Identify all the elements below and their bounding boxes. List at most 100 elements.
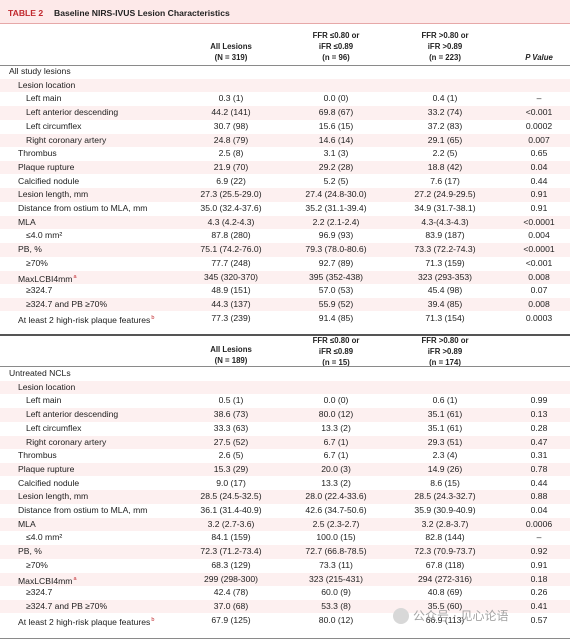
cell-ffr-low: 0.0 (0) (323, 93, 349, 104)
cell-ffr-high: 35.1 (61) (427, 422, 463, 433)
table-row: Lesion length, mm 28.5 (24.5-32.5) 28.0 (2… (0, 490, 570, 504)
cell-ffr-high: 45.4 (98) (427, 285, 463, 296)
table-row: MaxLCBI4mma 299 (298-300) 323 (215-431) 294… (0, 572, 570, 586)
cell-ffr-high: 28.5 (24.3-32.7) (414, 491, 476, 502)
cell-all-lesions: 33.3 (63) (213, 422, 249, 433)
table-row: ≤4.0 mm² 84.1 (159) 100.0 (15) 82.8 (144) – (0, 531, 570, 545)
table-row: Lesion location (0, 78, 570, 93)
cell-ffr-low: 0.0 (0) (323, 395, 349, 406)
cell-ffr-low: 60.0 (9) (321, 587, 351, 598)
cell-ffr-high: 33.2 (74) (427, 107, 463, 118)
table-row: MLA 3.2 (2.7-3.6) 2.5 (2.3-2.7) 3.2 (2.8-3.… (0, 517, 570, 532)
table-row: MaxLCBI4mma 345 (320-370) 395 (352-438) 323… (0, 270, 570, 284)
cell-ffr-low: 92.7 (89) (318, 257, 354, 268)
cell-all-lesions: 24.8 (79) (213, 134, 249, 145)
row-label: Plaque rupture (18, 463, 74, 477)
cell-all-lesions: 87.8 (280) (211, 230, 251, 241)
cell-ffr-low: 91.4 (85) (318, 312, 354, 323)
cell-p-value: 0.0002 (525, 120, 553, 131)
cell-ffr-high: 34.9 (31.7-38.1) (414, 203, 476, 213)
row-label-text: Left main (26, 395, 62, 406)
col-header-ffr-low: FFR ≤0.80 or iFR ≤0.89 (n = 96) (312, 31, 360, 62)
row-label: At least 2 high-risk plaque featuresb (18, 614, 154, 630)
cell-all-lesions: 35.0 (32.4-37.6) (200, 203, 262, 213)
row-label-text: Thrombus (18, 450, 57, 461)
column-header-1: All Lesions (N = 319) FFR ≤0.80 or iFR ≤… (0, 26, 570, 64)
cell-ffr-high: 3.2 (2.8-3.7) (421, 518, 469, 529)
row-label: Lesion length, mm (18, 188, 88, 202)
cell-ffr-high: 0.6 (1) (432, 395, 458, 406)
cell-ffr-low: 29.2 (28) (318, 161, 354, 172)
cell-all-lesions: 2.6 (5) (218, 450, 244, 461)
cell-all-lesions: 68.3 (129) (211, 559, 251, 570)
wechat-icon (393, 608, 409, 624)
cell-ffr-high: 40.8 (69) (427, 587, 463, 598)
row-label: ≥324.7 (26, 586, 52, 600)
table-row: Thrombus 2.5 (8) 3.1 (3) 2.2 (5) 0.65 (0, 147, 570, 161)
row-label-text: Left main (26, 93, 62, 104)
cell-p-value: 0.57 (530, 614, 548, 625)
cell-all-lesions: 77.7 (248) (211, 257, 251, 268)
table-row: Left anterior descending 44.2 (141) 69.8 (… (0, 106, 570, 120)
cell-p-value: 0.31 (530, 450, 548, 461)
table-row: Distance from ostium to MLA, mm 35.0 (32.… (0, 202, 570, 216)
row-label-text: ≤4.0 mm² (26, 532, 63, 543)
cell-ffr-high: 18.8 (42) (427, 161, 463, 172)
row-label: MLA (18, 216, 36, 230)
cell-ffr-high: 27.2 (24.9-29.5) (414, 189, 476, 200)
row-label: Distance from ostium to MLA, mm (18, 504, 147, 518)
cell-ffr-high: 2.3 (4) (432, 450, 458, 461)
cell-p-value: – (536, 93, 542, 104)
cell-ffr-high: 73.3 (72.2-74.3) (414, 244, 476, 255)
cell-ffr-low: 13.3 (2) (321, 422, 351, 433)
cell-ffr-high: 35.5 (60) (427, 600, 463, 611)
row-label: Left circumflex (26, 120, 81, 134)
col-header-ffr-high: FFR >0.80 or iFR >0.89 (n = 223) (421, 31, 469, 62)
cell-all-lesions: 75.1 (74.2-76.0) (200, 244, 262, 255)
table-row: Thrombus 2.6 (5) 6.7 (1) 2.3 (4) 0.31 (0, 449, 570, 463)
cell-ffr-high: 72.3 (70.9-73.7) (414, 546, 476, 557)
row-label: Thrombus (18, 449, 57, 463)
cell-ffr-high: 67.8 (118) (425, 559, 465, 570)
footnote-marker: a (73, 273, 77, 280)
cell-all-lesions: 9.0 (17) (216, 477, 246, 488)
row-label-text: At least 2 high-risk plaque features (18, 616, 151, 627)
cell-ffr-high: 294 (272-316) (418, 573, 472, 584)
table-row: At least 2 high-risk plaque featuresb 77.… (0, 312, 570, 326)
header-divider-2 (0, 366, 570, 367)
table-row: Plaque rupture 15.3 (29) 20.0 (3) 14.9 (26)… (0, 462, 570, 477)
cell-p-value: 0.008 (528, 298, 550, 309)
row-label: ≥324.7 (26, 284, 52, 298)
row-label-text: MaxLCBI4mm (18, 273, 73, 284)
row-label-text: Distance from ostium to MLA, mm (18, 505, 148, 515)
table-row: Plaque rupture 21.9 (70) 29.2 (28) 18.8 (42… (0, 160, 570, 175)
cell-p-value: 0.91 (530, 559, 548, 570)
row-label-text: Plaque rupture (18, 161, 75, 172)
cell-ffr-high: 0.4 (1) (432, 93, 458, 104)
row-label-text: Lesion location (18, 381, 76, 392)
row-label: Calcified nodule (18, 175, 79, 189)
table-row: ≥324.7 and PB ≥70% 37.0 (68) 53.3 (8) 35.5 … (0, 599, 570, 614)
row-label: Thrombus (18, 147, 57, 161)
row-label-text: Plaque rupture (18, 463, 75, 474)
cell-ffr-high: 37.2 (83) (427, 120, 463, 131)
cell-p-value: 0.008 (528, 271, 550, 282)
row-label: Left anterior descending (26, 408, 118, 422)
cell-ffr-low: 395 (352-438) (309, 271, 363, 282)
cell-all-lesions: 30.7 (98) (213, 120, 249, 131)
header-divider-1 (0, 65, 570, 66)
row-label: Lesion location (18, 79, 75, 93)
row-label-text: Lesion length, mm (18, 491, 89, 502)
row-label: PB, % (18, 545, 42, 559)
cell-p-value: 0.44 (530, 477, 548, 488)
cell-ffr-high: 323 (293-353) (418, 271, 472, 282)
row-label: At least 2 high-risk plaque featuresb (18, 312, 154, 328)
row-label: Lesion length, mm (18, 490, 88, 504)
cell-p-value: <0.0001 (523, 216, 555, 227)
row-label-text: ≥324.7 and PB ≥70% (26, 298, 108, 309)
cell-ffr-low: 20.0 (3) (321, 463, 351, 474)
row-label: ≥324.7 and PB ≥70% (26, 298, 107, 312)
cell-all-lesions: 42.4 (78) (213, 587, 249, 598)
cell-ffr-low: 13.3 (2) (321, 477, 351, 488)
table-row: MLA 4.3 (4.2-4.3) 2.2 (2.1-2.4) 4.3-(4.3-4.… (0, 215, 570, 230)
